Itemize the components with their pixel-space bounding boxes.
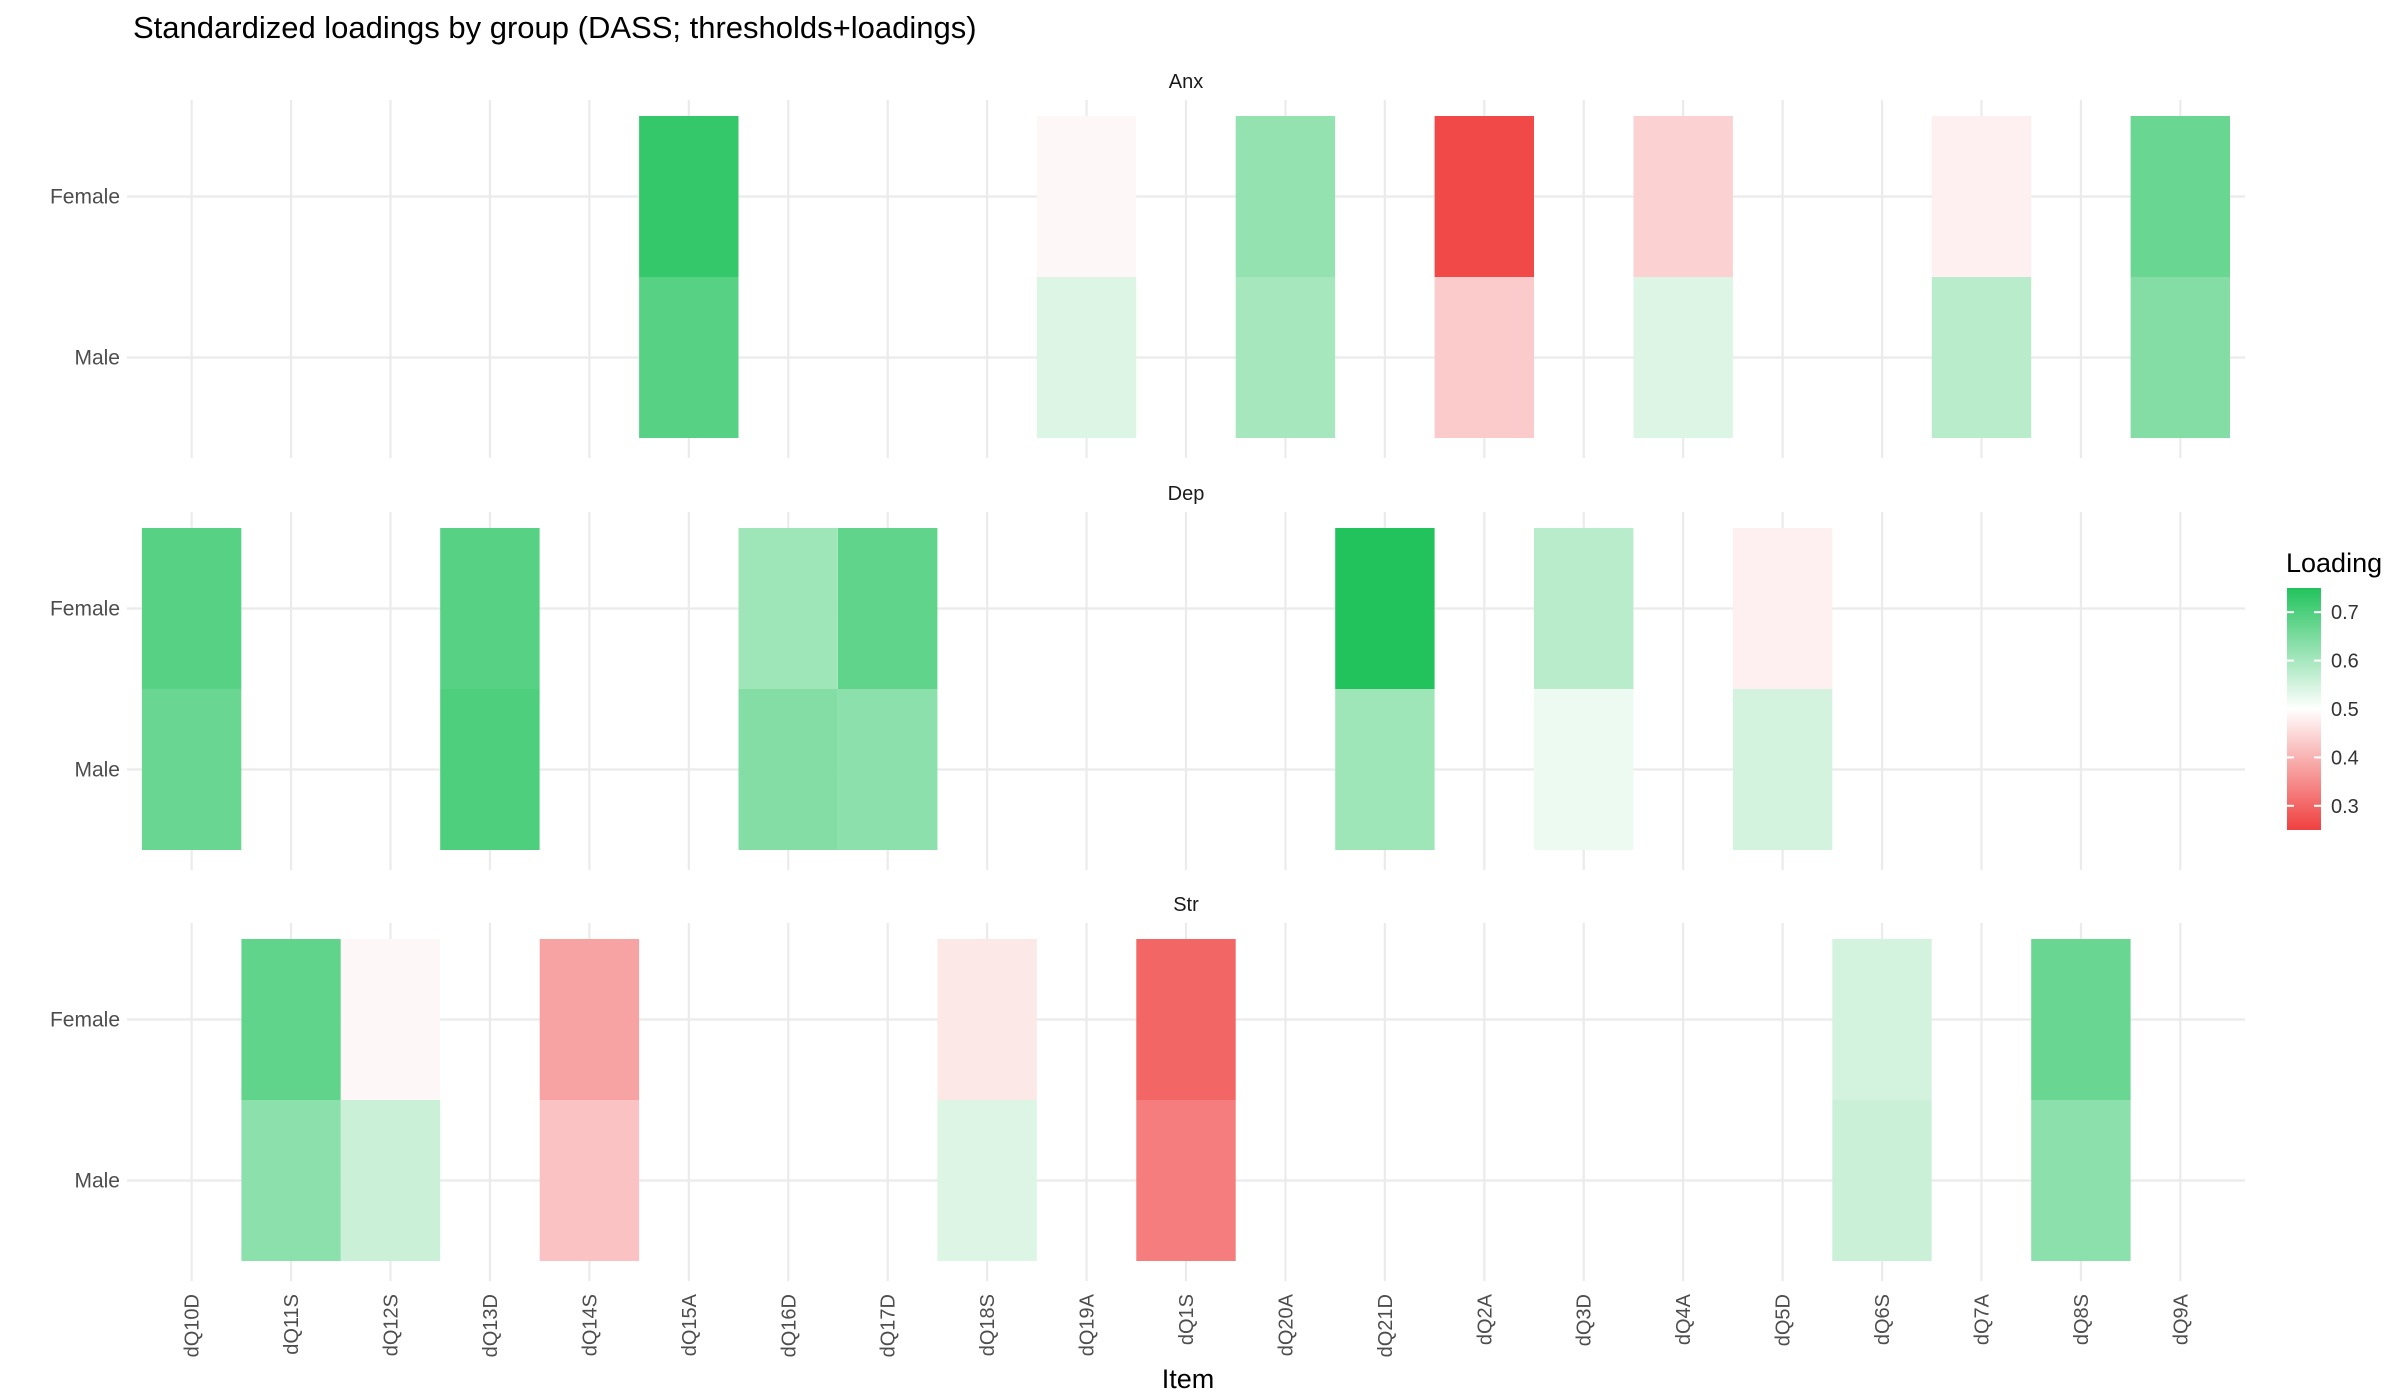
legend-tick-label: 0.5 (2331, 699, 2359, 721)
heatmap-cell-dq19a-male (1036, 277, 1137, 438)
x-tick-label: dQ16D (778, 1294, 800, 1357)
x-tick-label: dQ10D (182, 1294, 204, 1357)
facet-panels: Anx Female Male Dep Female Male Str Female Male (50, 71, 2245, 1281)
heatmap-cell-dq6s-female (1832, 939, 1932, 1100)
facet-panel-dep: Dep Female Male (50, 483, 2245, 870)
heatmap-cell-dq10d-female (141, 528, 242, 689)
x-tick-label: dQ2A (1474, 1293, 1496, 1345)
x-tick-label: dQ3D (1574, 1294, 1596, 1346)
facet-strip-label: Dep (1168, 483, 1205, 505)
legend-tick-label: 0.6 (2331, 651, 2359, 673)
heatmap-cell-dq11s-male (241, 1100, 341, 1261)
x-tick-label: dQ12S (381, 1294, 403, 1356)
heatmap-cell-dq14s-male (539, 1100, 640, 1261)
heatmap-cell-dq2a-female (1434, 116, 1534, 277)
heatmap-cell-dq7a-male (1931, 277, 2032, 438)
y-tick-label: Male (74, 1170, 120, 1193)
x-tick-label: dQ8S (2071, 1294, 2093, 1345)
heatmap-cell-dq3d-male (1534, 689, 1634, 850)
x-tick-label: dQ21D (1375, 1294, 1397, 1357)
x-tick-label: dQ4A (1673, 1293, 1695, 1345)
heatmap-cell-dq7a-female (1931, 116, 2032, 277)
heatmap-cell-dq1s-male (1136, 1100, 1236, 1261)
x-tick-label: dQ13D (480, 1294, 502, 1357)
heatmap-cell-dq16d-female (738, 528, 838, 689)
heatmap-cell-dq5d-female (1732, 528, 1833, 689)
y-tick-label: Female (50, 186, 120, 209)
heatmap-cell-dq5d-male (1732, 689, 1833, 850)
legend-title: Loading (2286, 548, 2382, 578)
facet-strip-label: Anx (1169, 71, 1203, 93)
x-tick-label: dQ15A (679, 1293, 701, 1356)
heatmap-cell-dq1s-female (1136, 939, 1236, 1100)
x-tick-label: dQ19A (1077, 1293, 1099, 1356)
x-tick-label: dQ17D (878, 1294, 900, 1357)
heatmap-cell-dq18s-male (937, 1100, 1037, 1261)
x-tick-label: dQ6S (1872, 1294, 1894, 1345)
heatmap-cell-dq13d-male (440, 689, 540, 850)
heatmap-cell-dq10d-male (141, 689, 242, 850)
chart-title: Standardized loadings by group (DASS; th… (133, 10, 977, 45)
facet-panel-anx: Anx Female Male (50, 71, 2245, 458)
heatmap-cell-dq14s-female (539, 939, 640, 1100)
legend-ticks: 0.3 0.4 0.5 0.6 0.7 (2287, 602, 2359, 818)
heatmap-cell-dq17d-male (838, 689, 938, 850)
heatmap-cell-dq9a-female (2130, 116, 2230, 277)
x-tick-label: dQ11S (281, 1294, 303, 1355)
heatmap-cell-dq21d-female (1335, 528, 1435, 689)
heatmap-cell-dq17d-female (838, 528, 938, 689)
x-axis-title: Item (1162, 1364, 1215, 1394)
x-tick-label: dQ9A (2170, 1293, 2192, 1345)
x-tick-label: dQ18S (977, 1294, 999, 1356)
y-tick-label: Female (50, 1009, 120, 1032)
facet-strip-label: Str (1173, 894, 1199, 916)
heatmap-cell-dq20a-female (1235, 116, 1336, 277)
legend-tick-label: 0.7 (2331, 602, 2359, 624)
x-tick-label: dQ14S (579, 1294, 601, 1356)
y-tick-label: Male (74, 759, 120, 782)
heatmap-cell-dq15a-female (639, 116, 739, 277)
x-tick-label: dQ20A (1275, 1293, 1297, 1356)
heatmap-cell-dq9a-male (2130, 277, 2230, 438)
heatmap-cell-dq18s-female (937, 939, 1037, 1100)
legend-tick-label: 0.3 (2331, 796, 2359, 818)
heatmap-cell-dq3d-female (1534, 528, 1634, 689)
heatmap-cell-dq4a-male (1633, 277, 1733, 438)
heatmap-cell-dq4a-female (1633, 116, 1733, 277)
legend-tick-label: 0.4 (2331, 747, 2359, 769)
x-tick-label: dQ1S (1176, 1294, 1198, 1345)
heatmap-cell-dq15a-male (639, 277, 739, 438)
x-axis: dQ10D dQ11S dQ12S dQ13D dQ14S dQ15A dQ16D dQ17D… (182, 1293, 2193, 1357)
legend: Loading 0.3 0.4 0.5 0.6 0.7 (2286, 548, 2382, 830)
heatmap-cell-dq19a-female (1036, 116, 1137, 277)
x-tick-label: dQ5D (1773, 1294, 1795, 1346)
heatmap-cell-dq20a-male (1235, 277, 1336, 438)
heatmap-cell-dq12s-male (340, 1100, 441, 1261)
heatmap-cell-dq13d-female (440, 528, 540, 689)
heatmap-cell-dq11s-female (241, 939, 341, 1100)
y-tick-label: Male (74, 347, 120, 370)
heatmap-cell-dq8s-female (2031, 939, 2131, 1100)
heatmap-cell-dq16d-male (738, 689, 838, 850)
heatmap-cell-dq6s-male (1832, 1100, 1932, 1261)
y-tick-label: Female (50, 598, 120, 621)
x-tick-label: dQ7A (1971, 1293, 1993, 1345)
heatmap-cell-dq12s-female (340, 939, 441, 1100)
facet-panel-str: Str Female Male (50, 894, 2245, 1281)
heatmap-cell-dq2a-male (1434, 277, 1534, 438)
heatmap-cell-dq21d-male (1335, 689, 1435, 850)
heatmap-cell-dq8s-male (2031, 1100, 2131, 1261)
